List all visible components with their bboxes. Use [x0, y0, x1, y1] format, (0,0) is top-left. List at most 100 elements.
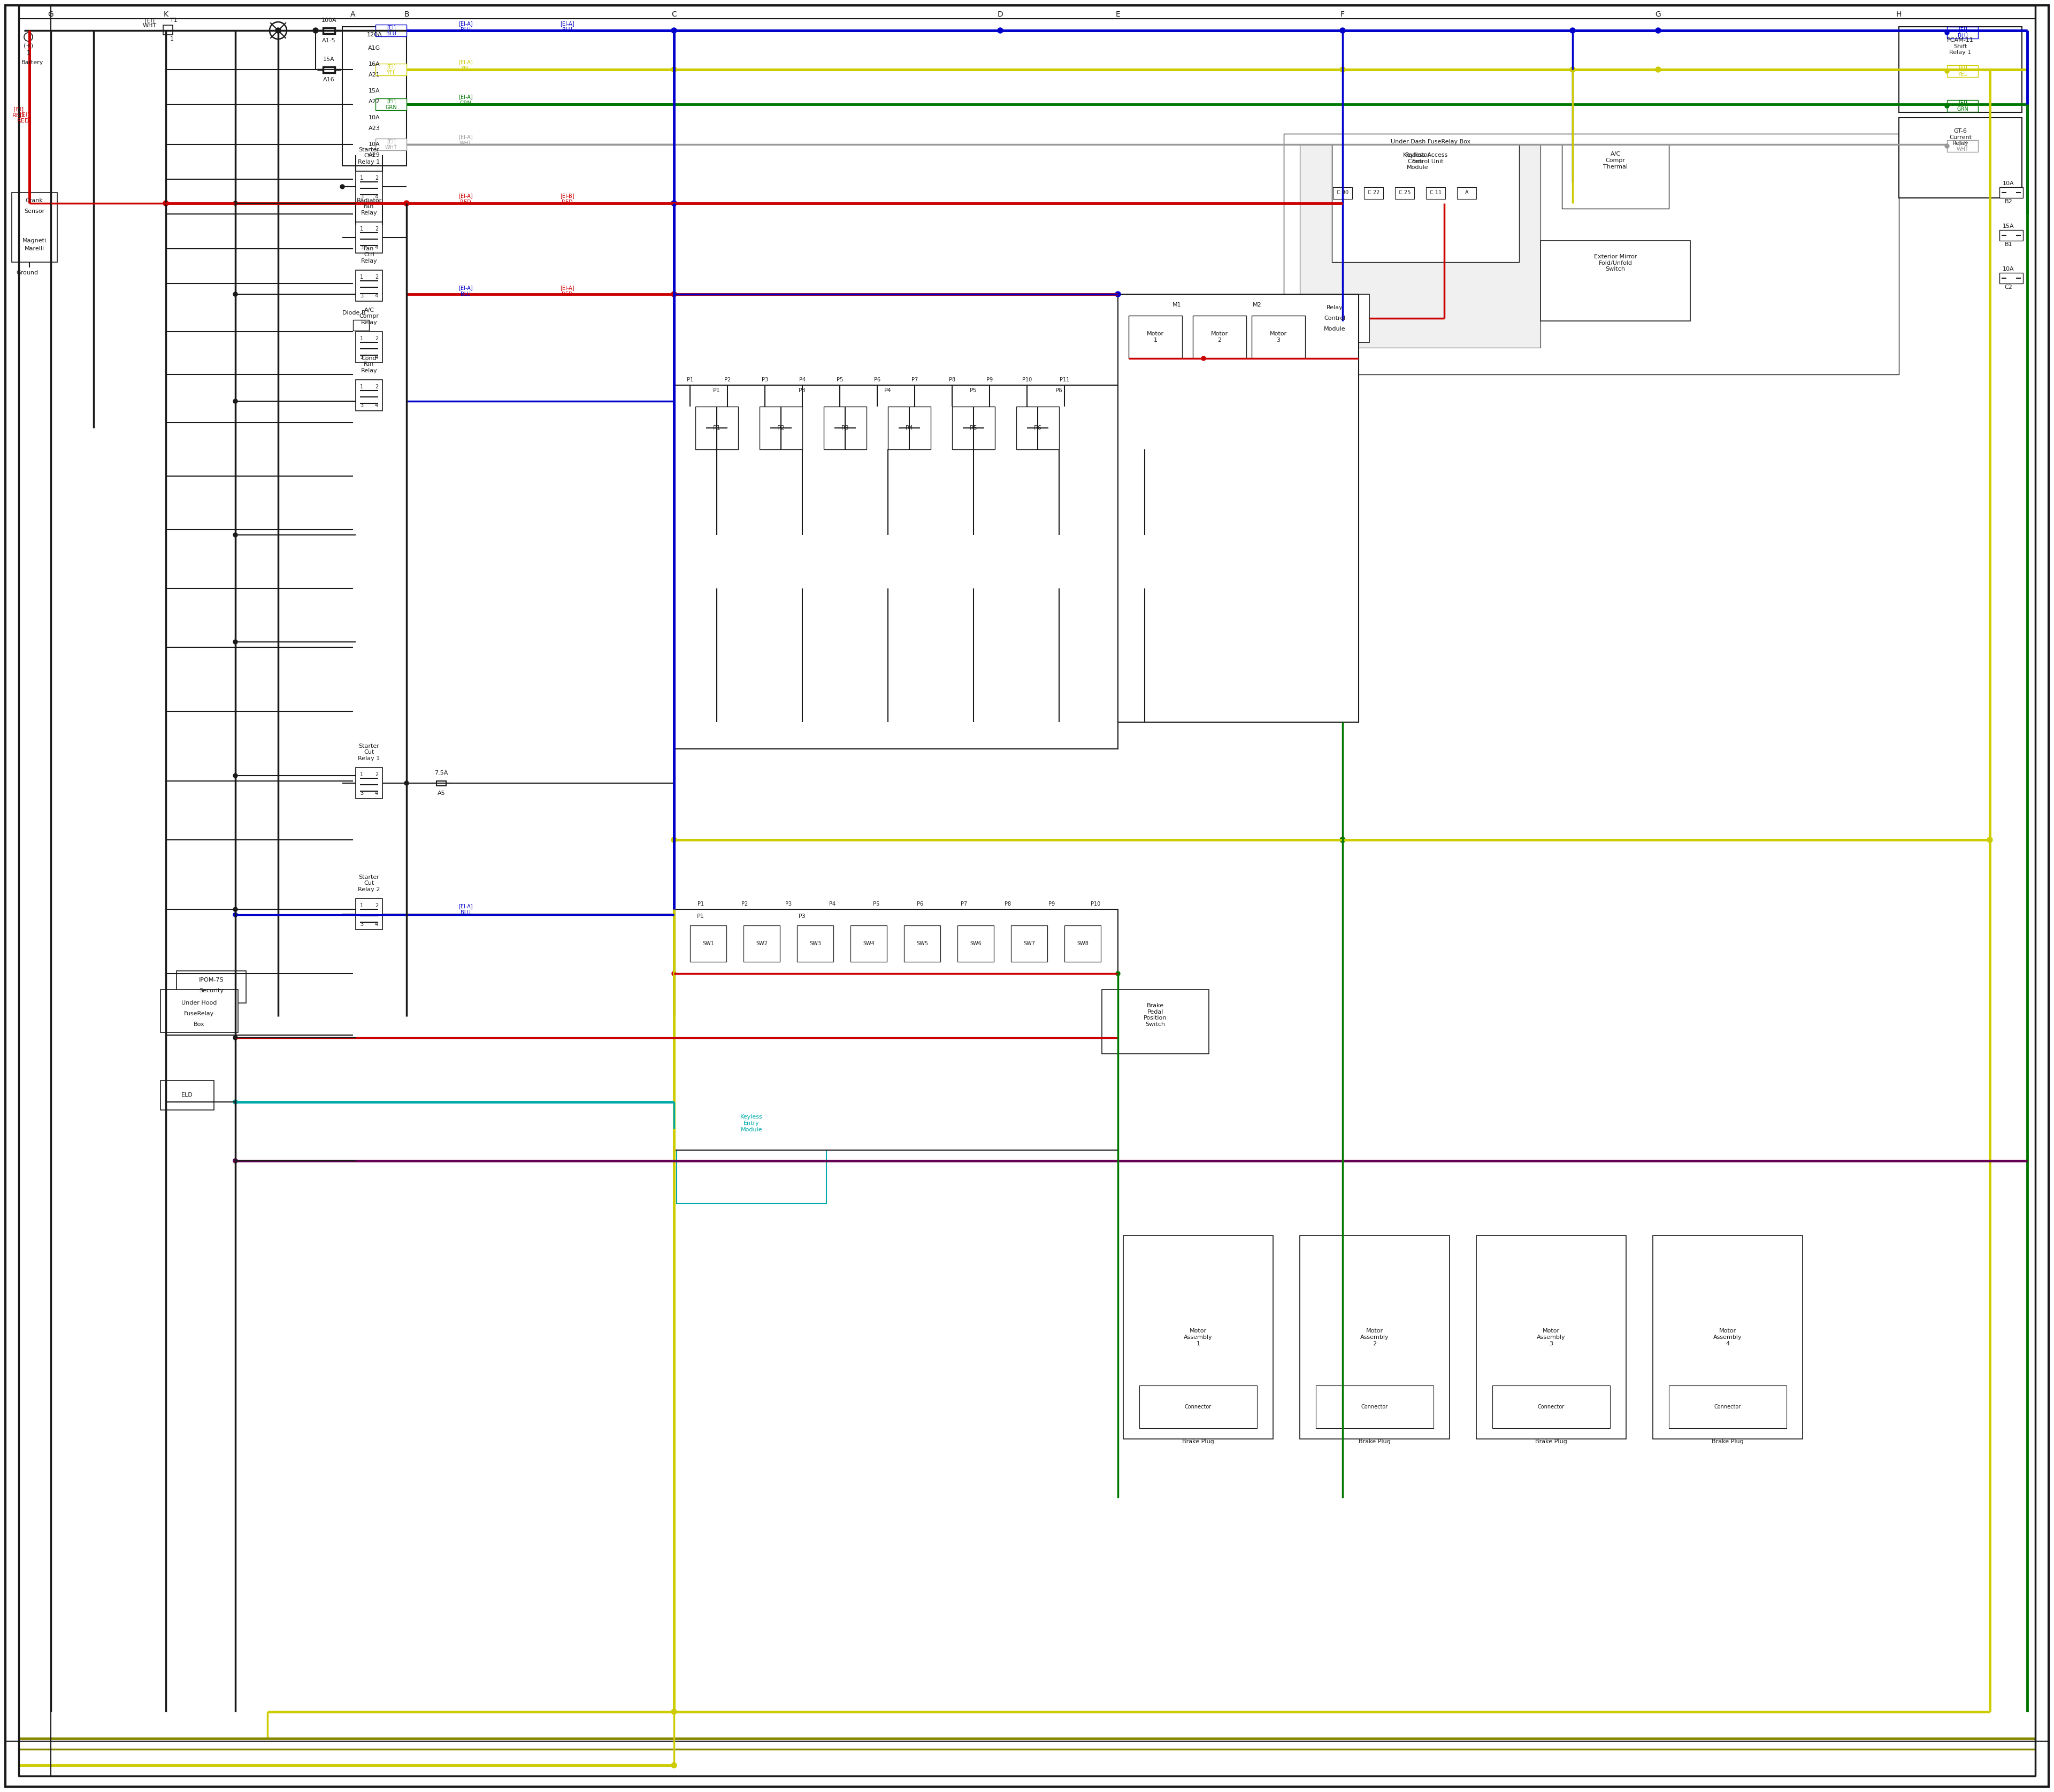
Bar — [1011, 925, 1048, 962]
Bar — [355, 222, 382, 253]
Text: P1: P1 — [696, 914, 705, 919]
Bar — [1898, 118, 2021, 197]
Text: R1: R1 — [713, 425, 721, 430]
Text: R6: R6 — [1033, 425, 1041, 430]
Circle shape — [1115, 292, 1121, 297]
Text: Marelli: Marelli — [25, 246, 45, 251]
Bar — [1117, 294, 1358, 722]
Text: [EI]
BLU: [EI] BLU — [1957, 27, 1968, 38]
Text: Control: Control — [1323, 315, 1345, 321]
Text: 16A: 16A — [368, 61, 380, 66]
Text: [EI]
RED: [EI] RED — [12, 106, 25, 118]
Text: [EI]: [EI] — [144, 18, 154, 23]
Bar — [696, 407, 737, 450]
Text: [EI]
WHT: [EI] WHT — [1955, 140, 1968, 152]
Circle shape — [672, 1763, 676, 1769]
Text: Motor
1: Motor 1 — [1146, 332, 1165, 342]
Text: B: B — [405, 11, 409, 18]
Text: WHT: WHT — [144, 23, 156, 29]
Bar — [355, 767, 382, 799]
Circle shape — [234, 640, 238, 643]
Text: 3: 3 — [359, 246, 364, 251]
Text: C: C — [672, 11, 676, 18]
Bar — [957, 925, 994, 962]
Circle shape — [234, 292, 238, 296]
Text: 100A: 100A — [320, 18, 337, 23]
Text: 4: 4 — [376, 355, 378, 360]
Text: 2: 2 — [374, 383, 378, 389]
Text: C 11: C 11 — [1430, 190, 1442, 195]
Bar — [1493, 1385, 1610, 1428]
Text: 4: 4 — [376, 246, 378, 251]
Text: Under-Dash FuseRelay Box: Under-Dash FuseRelay Box — [1391, 140, 1471, 145]
Text: A29: A29 — [368, 152, 380, 158]
Text: P1: P1 — [698, 901, 705, 907]
Circle shape — [672, 201, 676, 206]
Bar — [690, 925, 727, 962]
Circle shape — [234, 400, 238, 403]
Text: C2: C2 — [2005, 285, 2013, 290]
Circle shape — [1945, 30, 1949, 34]
Text: 1: 1 — [359, 176, 364, 181]
Text: Connector: Connector — [1185, 1405, 1212, 1410]
Text: SW1: SW1 — [702, 941, 715, 946]
Bar — [355, 271, 382, 301]
Text: Starter
Ctrl
Relay 1: Starter Ctrl Relay 1 — [357, 147, 380, 165]
Text: P5: P5 — [836, 376, 842, 382]
Text: Connector: Connector — [1362, 1405, 1389, 1410]
Bar — [1456, 186, 1477, 199]
Text: Connector: Connector — [1715, 1405, 1742, 1410]
Bar — [904, 925, 941, 962]
Circle shape — [312, 29, 318, 34]
Text: [EI-A]
BLU: [EI-A] BLU — [458, 285, 472, 297]
Bar — [850, 925, 887, 962]
Bar — [824, 407, 867, 450]
Text: P3: P3 — [799, 387, 805, 392]
Circle shape — [1442, 201, 1446, 206]
Bar — [1364, 186, 1382, 199]
Text: P9: P9 — [1048, 901, 1056, 907]
Text: Radiator
Fan
Module: Radiator Fan Module — [1405, 152, 1430, 170]
Text: P6: P6 — [1056, 387, 1062, 392]
Text: P2: P2 — [741, 901, 748, 907]
Circle shape — [1986, 837, 1992, 842]
Bar — [355, 172, 382, 202]
Bar — [435, 781, 446, 787]
Circle shape — [234, 1159, 238, 1163]
Bar — [177, 971, 246, 1004]
Bar — [676, 1097, 826, 1204]
Text: P7: P7 — [912, 376, 918, 382]
Circle shape — [1945, 104, 1949, 108]
Bar — [162, 25, 173, 34]
Circle shape — [672, 29, 676, 34]
Text: P6: P6 — [916, 901, 922, 907]
Bar — [1561, 145, 1668, 208]
Bar — [376, 25, 407, 36]
Text: 4: 4 — [376, 790, 378, 796]
Text: FuseRelay: FuseRelay — [185, 1011, 214, 1016]
Text: [EI]
GRN: [EI] GRN — [1957, 100, 1968, 111]
Bar — [1898, 27, 2021, 113]
Text: 3: 3 — [359, 403, 364, 409]
Bar — [355, 898, 382, 930]
Text: P1: P1 — [686, 376, 694, 382]
Bar — [343, 27, 407, 167]
Bar — [797, 925, 834, 962]
Text: [EI-A]
BLU: [EI-A] BLU — [561, 22, 575, 32]
Text: 2: 2 — [374, 335, 378, 340]
Text: Security: Security — [199, 987, 224, 993]
Circle shape — [234, 907, 238, 912]
Circle shape — [269, 22, 288, 39]
Circle shape — [672, 66, 676, 72]
Text: 3: 3 — [359, 194, 364, 199]
Text: [EI-A]
RED: [EI-A] RED — [561, 285, 575, 297]
Bar — [376, 138, 407, 151]
Bar — [1251, 315, 1304, 358]
Bar — [2007, 276, 2017, 281]
Text: A21: A21 — [368, 72, 380, 77]
Text: K: K — [164, 11, 168, 18]
Bar — [1947, 100, 1978, 111]
Circle shape — [234, 532, 238, 538]
Text: Motor
Assembly
3: Motor Assembly 3 — [1536, 1328, 1565, 1346]
Text: P6: P6 — [875, 376, 881, 382]
